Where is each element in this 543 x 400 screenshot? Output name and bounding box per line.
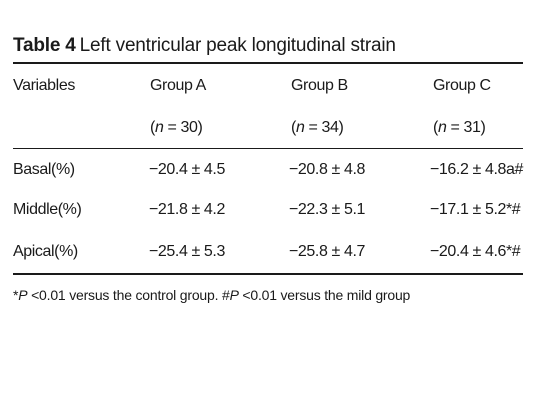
cell-group-b: −22.3 ± 5.1 bbox=[288, 201, 365, 218]
table-row: Middle(%) −21.8 ± 4.2 −22.3 ± 5.1 −17.1 … bbox=[13, 190, 523, 230]
header-row: Variables Group A Group B Group C bbox=[13, 64, 523, 108]
table-number: Table 4 bbox=[13, 35, 76, 56]
cell-group-a: −21.8 ± 4.2 bbox=[148, 201, 225, 218]
sample-size-empty bbox=[13, 108, 150, 148]
header-rule bbox=[13, 148, 523, 149]
table-title: Left ventricular peak longitudinal strai… bbox=[79, 35, 396, 56]
table-container: Table 4 Left ventricular peak longitudina… bbox=[13, 30, 523, 303]
row-variable: Middle(%) bbox=[13, 201, 82, 218]
cell-group-b: −25.8 ± 4.7 bbox=[288, 242, 365, 260]
row-variable: Basal(%) bbox=[13, 160, 75, 178]
header-group-c: Group C bbox=[433, 77, 491, 94]
cell-group-c: −20.4 ± 4.6*# bbox=[429, 242, 521, 260]
sample-size-group-c: (n = 31) bbox=[433, 119, 486, 136]
bottom-rule bbox=[13, 273, 523, 275]
table-caption: Table 4 Left ventricular peak longitudina… bbox=[13, 30, 523, 62]
cell-group-a: −25.4 ± 5.3 bbox=[148, 242, 225, 260]
cell-group-b: −20.8 ± 4.8 bbox=[288, 160, 365, 178]
sample-size-row: (n = 30) (n = 34) (n = 31) bbox=[13, 108, 523, 148]
header-group-b: Group B bbox=[291, 77, 348, 94]
cell-group-c: −16.2 ± 4.8a# bbox=[429, 160, 523, 178]
header-group-a: Group A bbox=[150, 77, 206, 94]
strain-table: Variables Group A Group B Group C (n = 3… bbox=[13, 64, 523, 148]
top-rule bbox=[13, 62, 523, 64]
sample-size-group-b: (n = 34) bbox=[291, 119, 344, 136]
cell-group-c: −17.1 ± 5.2*# bbox=[429, 201, 521, 218]
cell-group-a: −20.4 ± 4.5 bbox=[148, 160, 225, 178]
table-row: Apical(%) −25.4 ± 5.3 −25.8 ± 4.7 −20.4 … bbox=[13, 230, 523, 273]
table-footnote: *P <0.01 versus the control group. #P <0… bbox=[13, 287, 411, 303]
sample-size-group-a: (n = 30) bbox=[150, 119, 203, 136]
strain-table-body: Basal(%) −20.4 ± 4.5 −20.8 ± 4.8 −16.2 ±… bbox=[13, 149, 523, 273]
row-variable: Apical(%) bbox=[13, 242, 78, 260]
header-variables: Variables bbox=[13, 77, 75, 94]
table-row: Basal(%) −20.4 ± 4.5 −20.8 ± 4.8 −16.2 ±… bbox=[13, 149, 523, 190]
